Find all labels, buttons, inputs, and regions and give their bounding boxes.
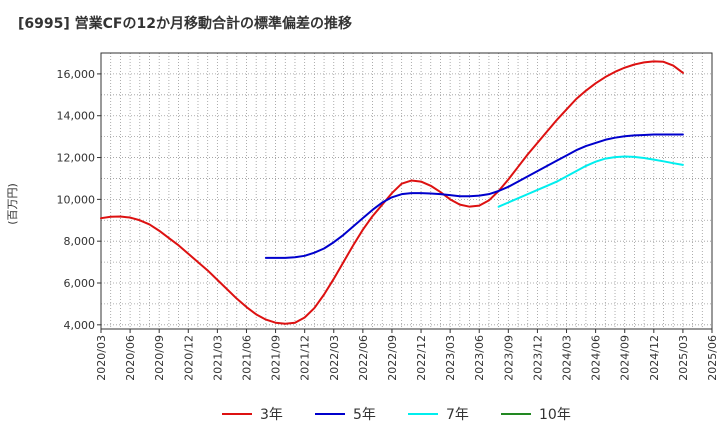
x-tick-label: 2020/03 bbox=[95, 335, 108, 381]
y-axis-label: (百万円) bbox=[6, 183, 19, 225]
x-tick-label: 2022/03 bbox=[328, 335, 341, 381]
legend-label-3: 10年 bbox=[539, 407, 571, 423]
plot-background bbox=[101, 53, 712, 329]
plot-frame bbox=[100, 52, 713, 330]
legend-label-2: 7年 bbox=[446, 407, 469, 423]
x-tick-label: 2020/09 bbox=[153, 335, 166, 381]
x-tick-label: 2023/06 bbox=[473, 335, 486, 381]
plot-area: 4,000 6,000 8,000 10,000 12,000 14,000 16,000 2… bbox=[57, 52, 719, 381]
x-tick-label: 2021/09 bbox=[270, 335, 283, 381]
chart-title: [6995] 営業CFの12か月移動合計の標準偏差の推移 bbox=[18, 15, 352, 32]
x-tick-label: 2024/06 bbox=[590, 335, 603, 381]
y-tick-label: 16,000 bbox=[57, 68, 96, 81]
x-tick-label: 2022/06 bbox=[357, 335, 370, 381]
x-tick-label: 2021/03 bbox=[211, 335, 224, 381]
x-tick-label: 2021/06 bbox=[240, 335, 253, 381]
y-tick-label: 14,000 bbox=[57, 110, 96, 123]
x-tick-label: 2024/12 bbox=[648, 335, 661, 381]
x-tick-label: 2025/03 bbox=[677, 335, 690, 381]
x-tick-label: 2024/09 bbox=[619, 335, 632, 381]
legend: 3年 5年 7年 10年 bbox=[222, 407, 571, 423]
y-tick-label: 12,000 bbox=[57, 152, 96, 165]
legend-label-1: 5年 bbox=[353, 407, 376, 423]
y-tick-label: 4,000 bbox=[64, 319, 96, 332]
y-tick-label: 6,000 bbox=[64, 277, 96, 290]
series-line-1 bbox=[264, 133, 684, 259]
x-tick-label: 2025/06 bbox=[706, 335, 719, 381]
x-tick-label: 2021/12 bbox=[299, 335, 312, 381]
x-tick-label: 2023/12 bbox=[531, 335, 544, 381]
x-tick-label: 2020/06 bbox=[124, 335, 137, 381]
x-tick-label: 2024/03 bbox=[561, 335, 574, 381]
series-line-0 bbox=[100, 60, 684, 325]
legend-label-0: 3年 bbox=[260, 407, 283, 423]
y-tick-label: 10,000 bbox=[57, 193, 96, 206]
x-tick-label: 2023/03 bbox=[444, 335, 457, 381]
series-line-2 bbox=[497, 155, 684, 208]
x-tick-label: 2022/09 bbox=[386, 335, 399, 381]
x-tick-label: 2022/12 bbox=[415, 335, 428, 381]
y-tick-label: 8,000 bbox=[64, 235, 96, 248]
x-tick-label: 2020/12 bbox=[182, 335, 195, 381]
x-tick-label: 2023/09 bbox=[502, 335, 515, 381]
